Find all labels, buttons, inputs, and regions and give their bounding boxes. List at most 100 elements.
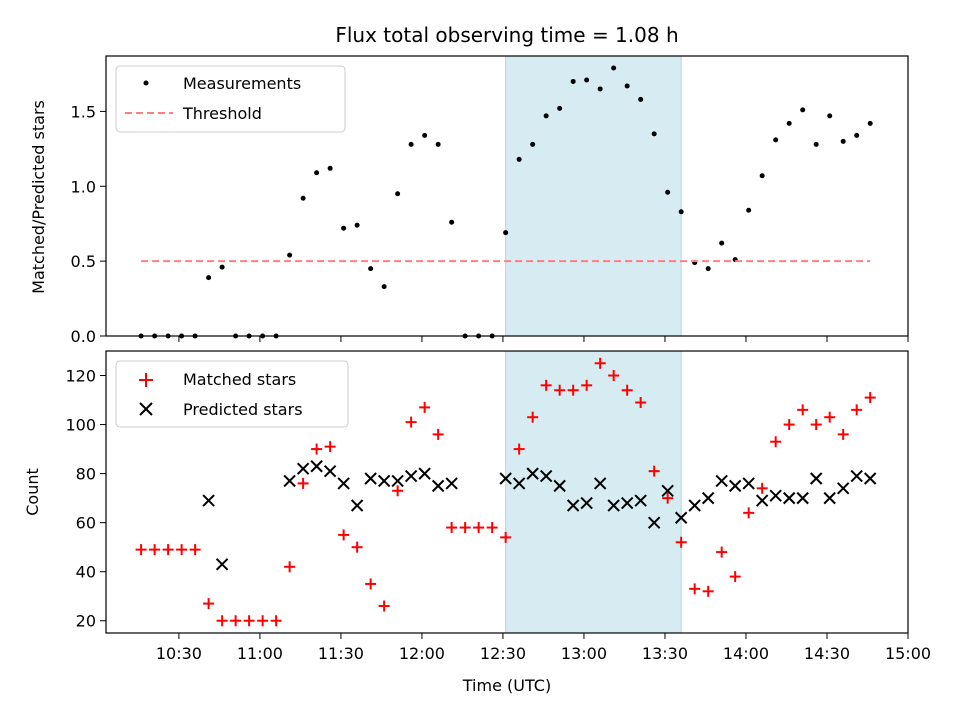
measurement-point [341,225,347,231]
legend-threshold-label: Threshold [182,104,262,123]
measurement-point [773,137,779,143]
y-tick-label: 100 [65,416,96,435]
y-tick-label: 1.0 [71,177,96,196]
matched-star-point [243,615,255,627]
predicted-star-point [634,494,647,507]
matched-star-point [702,585,714,597]
count-marks [135,357,877,627]
matched-star-point [689,583,701,595]
measurement-point [530,141,536,147]
matched-star-point [567,384,579,396]
matched-star-point [216,615,228,627]
y-tick-label: 20 [76,612,96,631]
predicted-star-point [431,479,445,493]
predicted-star-point [404,469,418,483]
predicted-star-point [796,491,809,505]
predicted-star-point [715,474,728,488]
measurement-point [435,141,441,147]
predicted-star-point [647,516,661,529]
matched-star-point [540,379,552,391]
measurement-point [408,141,414,147]
matched-star-point [594,357,606,369]
count-legend-box [115,360,349,428]
matched-star-point [527,411,539,423]
measurement-point [287,252,293,258]
legend-predicted-marker [139,402,153,416]
matched-star-point [432,428,444,440]
count-y-axis-label: Count [23,468,42,516]
matched-star-point [716,546,728,558]
highlight-span-top [505,55,682,337]
x-tick-label: 12:30 [480,644,526,663]
count-axes-frame [105,350,909,634]
matched-star-point [810,419,822,431]
predicted-star-point [688,499,701,512]
ratio-legend-box [115,65,346,133]
legend-matched-label: Matched stars [183,370,296,389]
y-tick-label: 0.0 [71,327,96,346]
matched-star-point [675,536,687,548]
matched-star-point [270,615,282,627]
ratio-axes-frame [105,55,909,337]
matched-star-point [338,529,350,541]
matched-star-point [324,441,336,453]
matched-star-point [581,379,593,391]
x-tick-label: 11:00 [237,644,283,663]
matched-star-point [284,561,296,573]
matched-star-point [365,578,377,590]
matched-star-point [405,416,417,428]
matched-star-point [756,482,768,494]
matched-star-point [608,370,620,382]
measurement-point [557,105,563,111]
predicted-star-point [337,477,350,490]
measurement-point [300,195,306,201]
measurement-point [327,165,333,171]
legend-measurements-marker [143,80,149,86]
y-tick-label: 0.5 [71,252,96,271]
predicted-star-point [755,494,769,507]
predicted-star-point [418,467,431,480]
predicted-star-point [607,499,620,512]
measurement-point [314,170,320,176]
ratio-legend: Measurements Threshold [115,65,346,133]
matched-star-point [162,544,174,556]
predicted-star-point [728,479,742,493]
predicted-star-point [539,469,553,483]
matched-star-point [837,428,849,440]
x-tick-label: 15:00 [885,644,931,663]
predicted-star-point [769,489,782,502]
matched-star-point [621,384,633,396]
matched-star-point [459,522,471,534]
matched-star-point [297,477,309,489]
ratio-y-axis-ticks: 0.0 0.5 1.0 1.5 [71,102,106,346]
predicted-star-point [310,460,323,473]
measurement-point [705,266,711,272]
matched-star-point [797,404,809,416]
measurement-point [638,96,644,102]
predicted-star-point [836,482,850,495]
matched-star-point [554,384,566,396]
ratio-y-axis-label: Matched/Predicted stars [29,100,48,294]
matched-star-point [635,396,647,408]
measurement-point [651,131,657,137]
matched-star-point [486,522,498,534]
measurement-point [503,230,509,236]
measurement-point [449,219,455,225]
measurement-point [584,77,590,83]
legend-predicted-label: Predicted stars [183,400,303,419]
measurement-point [395,191,401,197]
matched-star-point [351,541,363,553]
measurement-point [827,113,833,119]
predicted-star-point [445,477,458,490]
count-y-axis-ticks: 20 40 60 80 100 120 [65,367,106,631]
ratio-panel: 0.0 0.5 1.0 1.5 Matched/Predicted stars Mea… [29,55,909,346]
measurement-point [624,83,630,89]
matched-star-point [648,465,660,477]
predicted-star-point [323,464,337,478]
matched-star-point [203,598,215,610]
x-tick-label: 14:30 [804,644,850,663]
measurement-point [800,107,806,113]
matched-star-point [311,443,323,455]
predicted-star-point [526,467,539,480]
